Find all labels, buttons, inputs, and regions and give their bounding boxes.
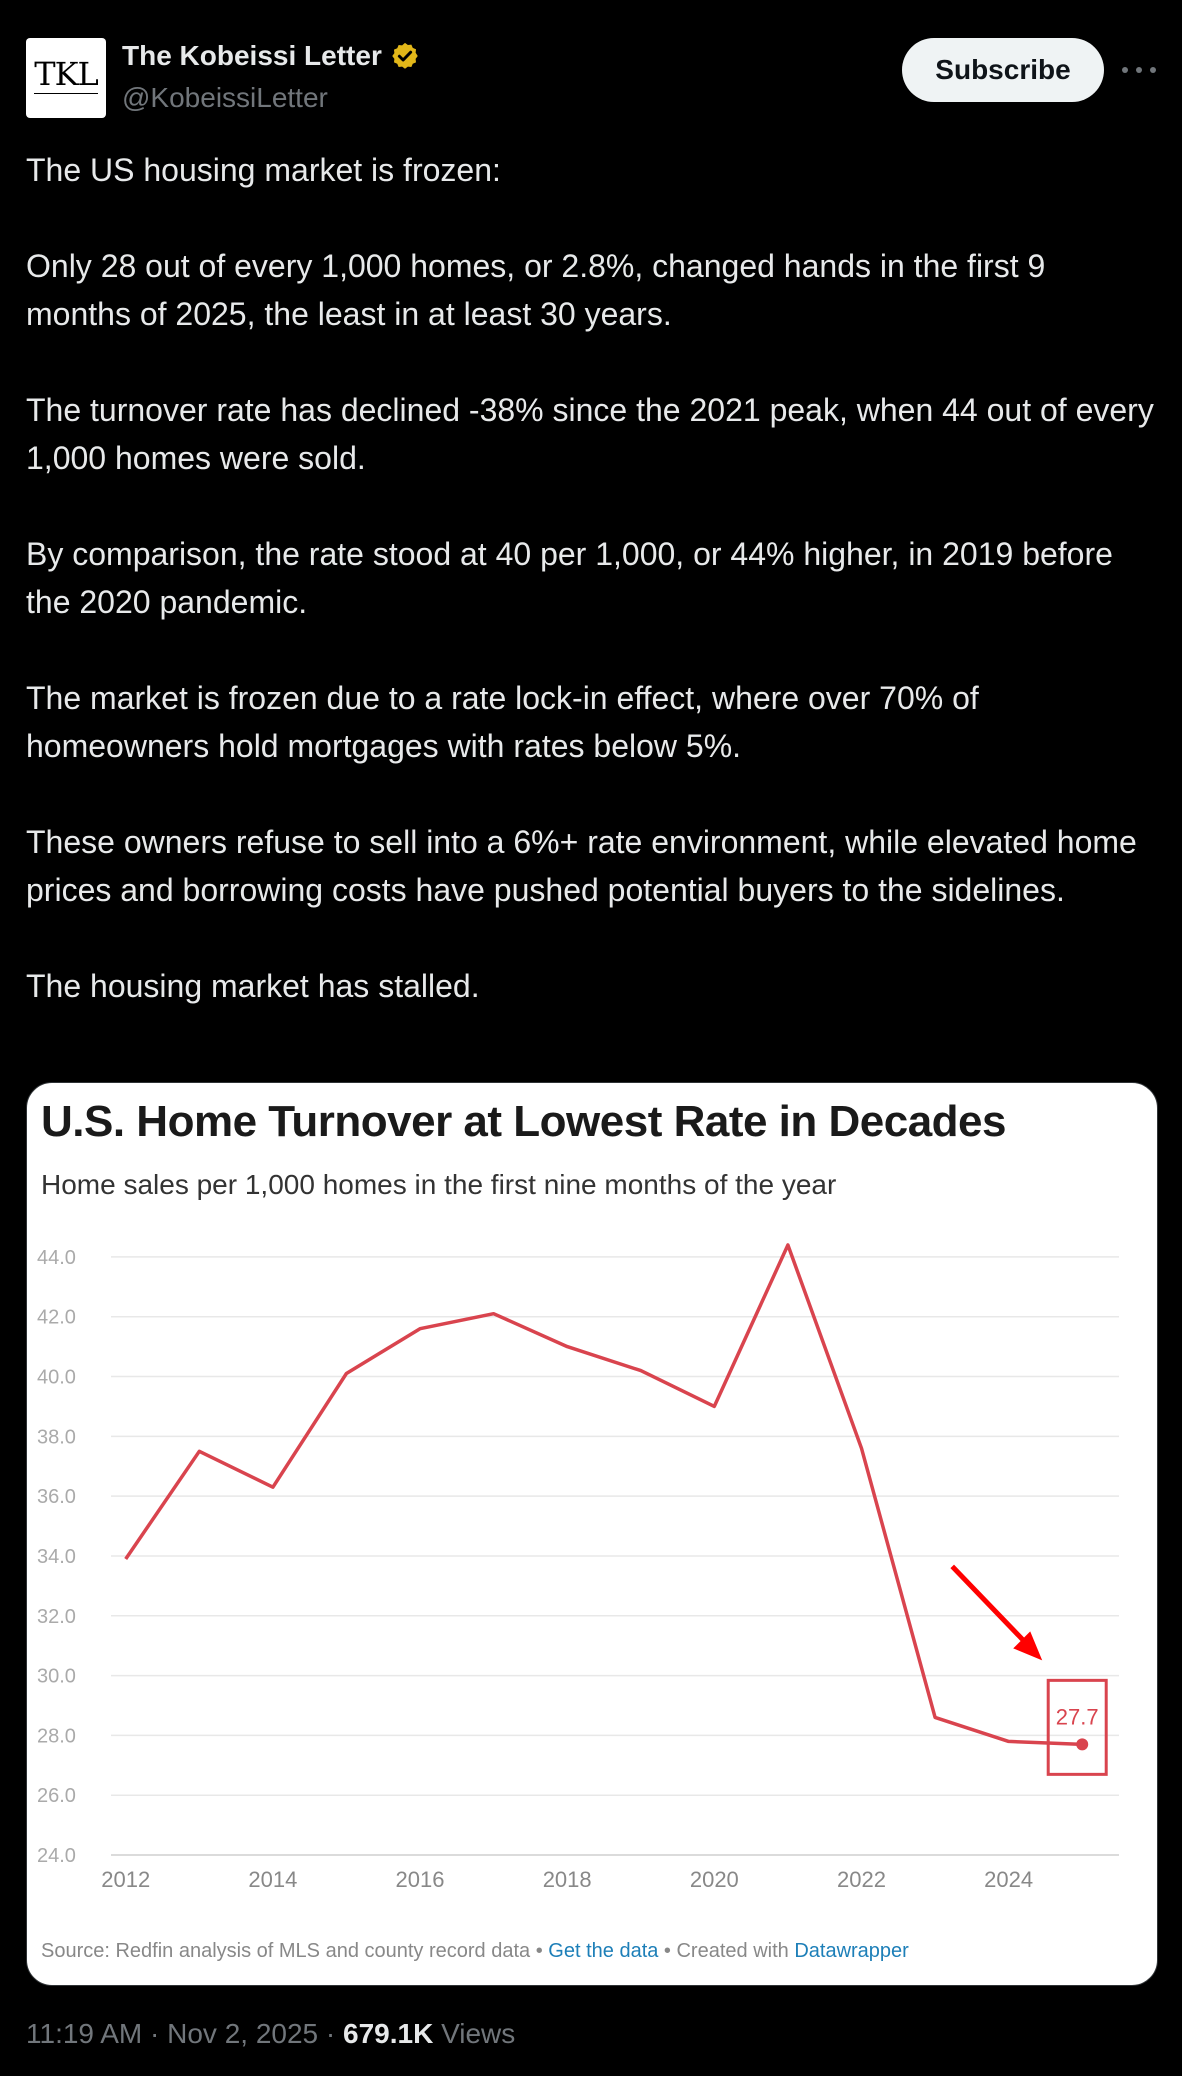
meta-separator: · [318,2018,344,2049]
arrow-line [950,1564,1030,1647]
tweet-paragraph: By comparison, the rate stood at 40 per … [26,536,1113,620]
chart-image[interactable]: U.S. Home Turnover at Lowest Rate in Dec… [26,1082,1158,1986]
highlight-box [1046,1678,1108,1776]
source-separator: • [530,1940,549,1962]
author-handle[interactable]: @KobeissiLetter [122,82,328,113]
views-count: 679.1K [343,2018,434,2049]
more-options-icon[interactable] [1122,58,1156,82]
tweet-paragraph: Only 28 out of every 1,000 homes, or 2.8… [26,248,1046,332]
x-tick-label: 2016 [396,1867,445,1892]
x-tick-label: 2020 [690,1867,739,1892]
x-tick-label: 2022 [837,1867,886,1892]
y-tick-label: 26.0 [37,1785,76,1807]
tweet-date[interactable]: Nov 2, 2025 [167,2018,319,2049]
y-tick-label: 24.0 [37,1845,76,1867]
last-data-point [1076,1738,1089,1751]
author-name[interactable]: The Kobeissi Letter [122,40,382,71]
tweet-paragraph: The housing market has stalled. [26,968,480,1004]
author-name-row: The Kobeissi Letter [122,40,420,72]
x-tick-label: 2024 [984,1867,1033,1892]
tweet-text: The US housing market is frozen: Only 28… [26,146,1156,1058]
avatar-logo-underline [34,93,98,98]
tweet-paragraph: These owners refuse to sell into a 6%+ r… [26,824,1137,908]
y-tick-label: 34.0 [37,1546,76,1568]
source-separator: • Created with [658,1940,795,1962]
views-label: Views [441,2018,516,2049]
y-tick-label: 38.0 [37,1426,76,1448]
datawrapper-link[interactable]: Datawrapper [794,1940,909,1962]
chart-title: U.S. Home Turnover at Lowest Rate in Dec… [41,1097,1007,1146]
avatar[interactable]: TKL [26,38,106,118]
annotation-label: 27.7 [1056,1704,1099,1729]
y-tick-label: 28.0 [37,1725,76,1747]
line-chart: 24.0 26.0 28.0 30.0 32.0 34.0 36.0 38.0 40.0 42.0… [37,1243,1119,1892]
meta-separator: · [142,2018,168,2049]
chart-subtitle: Home sales per 1,000 homes in the first … [41,1169,837,1200]
y-tick-label: 42.0 [37,1307,76,1329]
tweet-meta: 11:19 AM · Nov 2, 2025 · 679.1K Views [26,2018,515,2050]
verified-badge-icon [392,42,418,69]
tweet-paragraph: The US housing market is frozen: [26,152,501,188]
chart-source: Source: Redfin analysis of MLS and count… [41,1940,909,1963]
x-tick-label: 2018 [543,1867,592,1892]
get-the-data-link[interactable]: Get the data [548,1940,659,1962]
x-tick-label: 2014 [248,1867,297,1892]
tweet-paragraph: The turnover rate has declined -38% sinc… [26,392,1154,476]
y-tick-label: 32.0 [37,1606,76,1628]
y-tick-label: 36.0 [37,1486,76,1508]
x-tick-label: 2012 [101,1867,150,1892]
tweet-header: TKL The Kobeissi Letter @KobeissiLetter … [26,38,1156,120]
tweet-paragraph: The market is frozen due to a rate lock-… [26,680,979,764]
y-tick-label: 40.0 [37,1367,76,1389]
y-tick-label: 44.0 [37,1247,76,1269]
avatar-logo: TKL [34,55,98,93]
y-tick-label: 30.0 [37,1666,76,1688]
tweet-time[interactable]: 11:19 AM [26,2018,143,2049]
data-line [124,1243,1083,1747]
source-text: Source: Redfin analysis of MLS and count… [41,1940,531,1962]
arrow-head-icon [1013,1631,1043,1661]
subscribe-button[interactable]: Subscribe [902,38,1104,102]
